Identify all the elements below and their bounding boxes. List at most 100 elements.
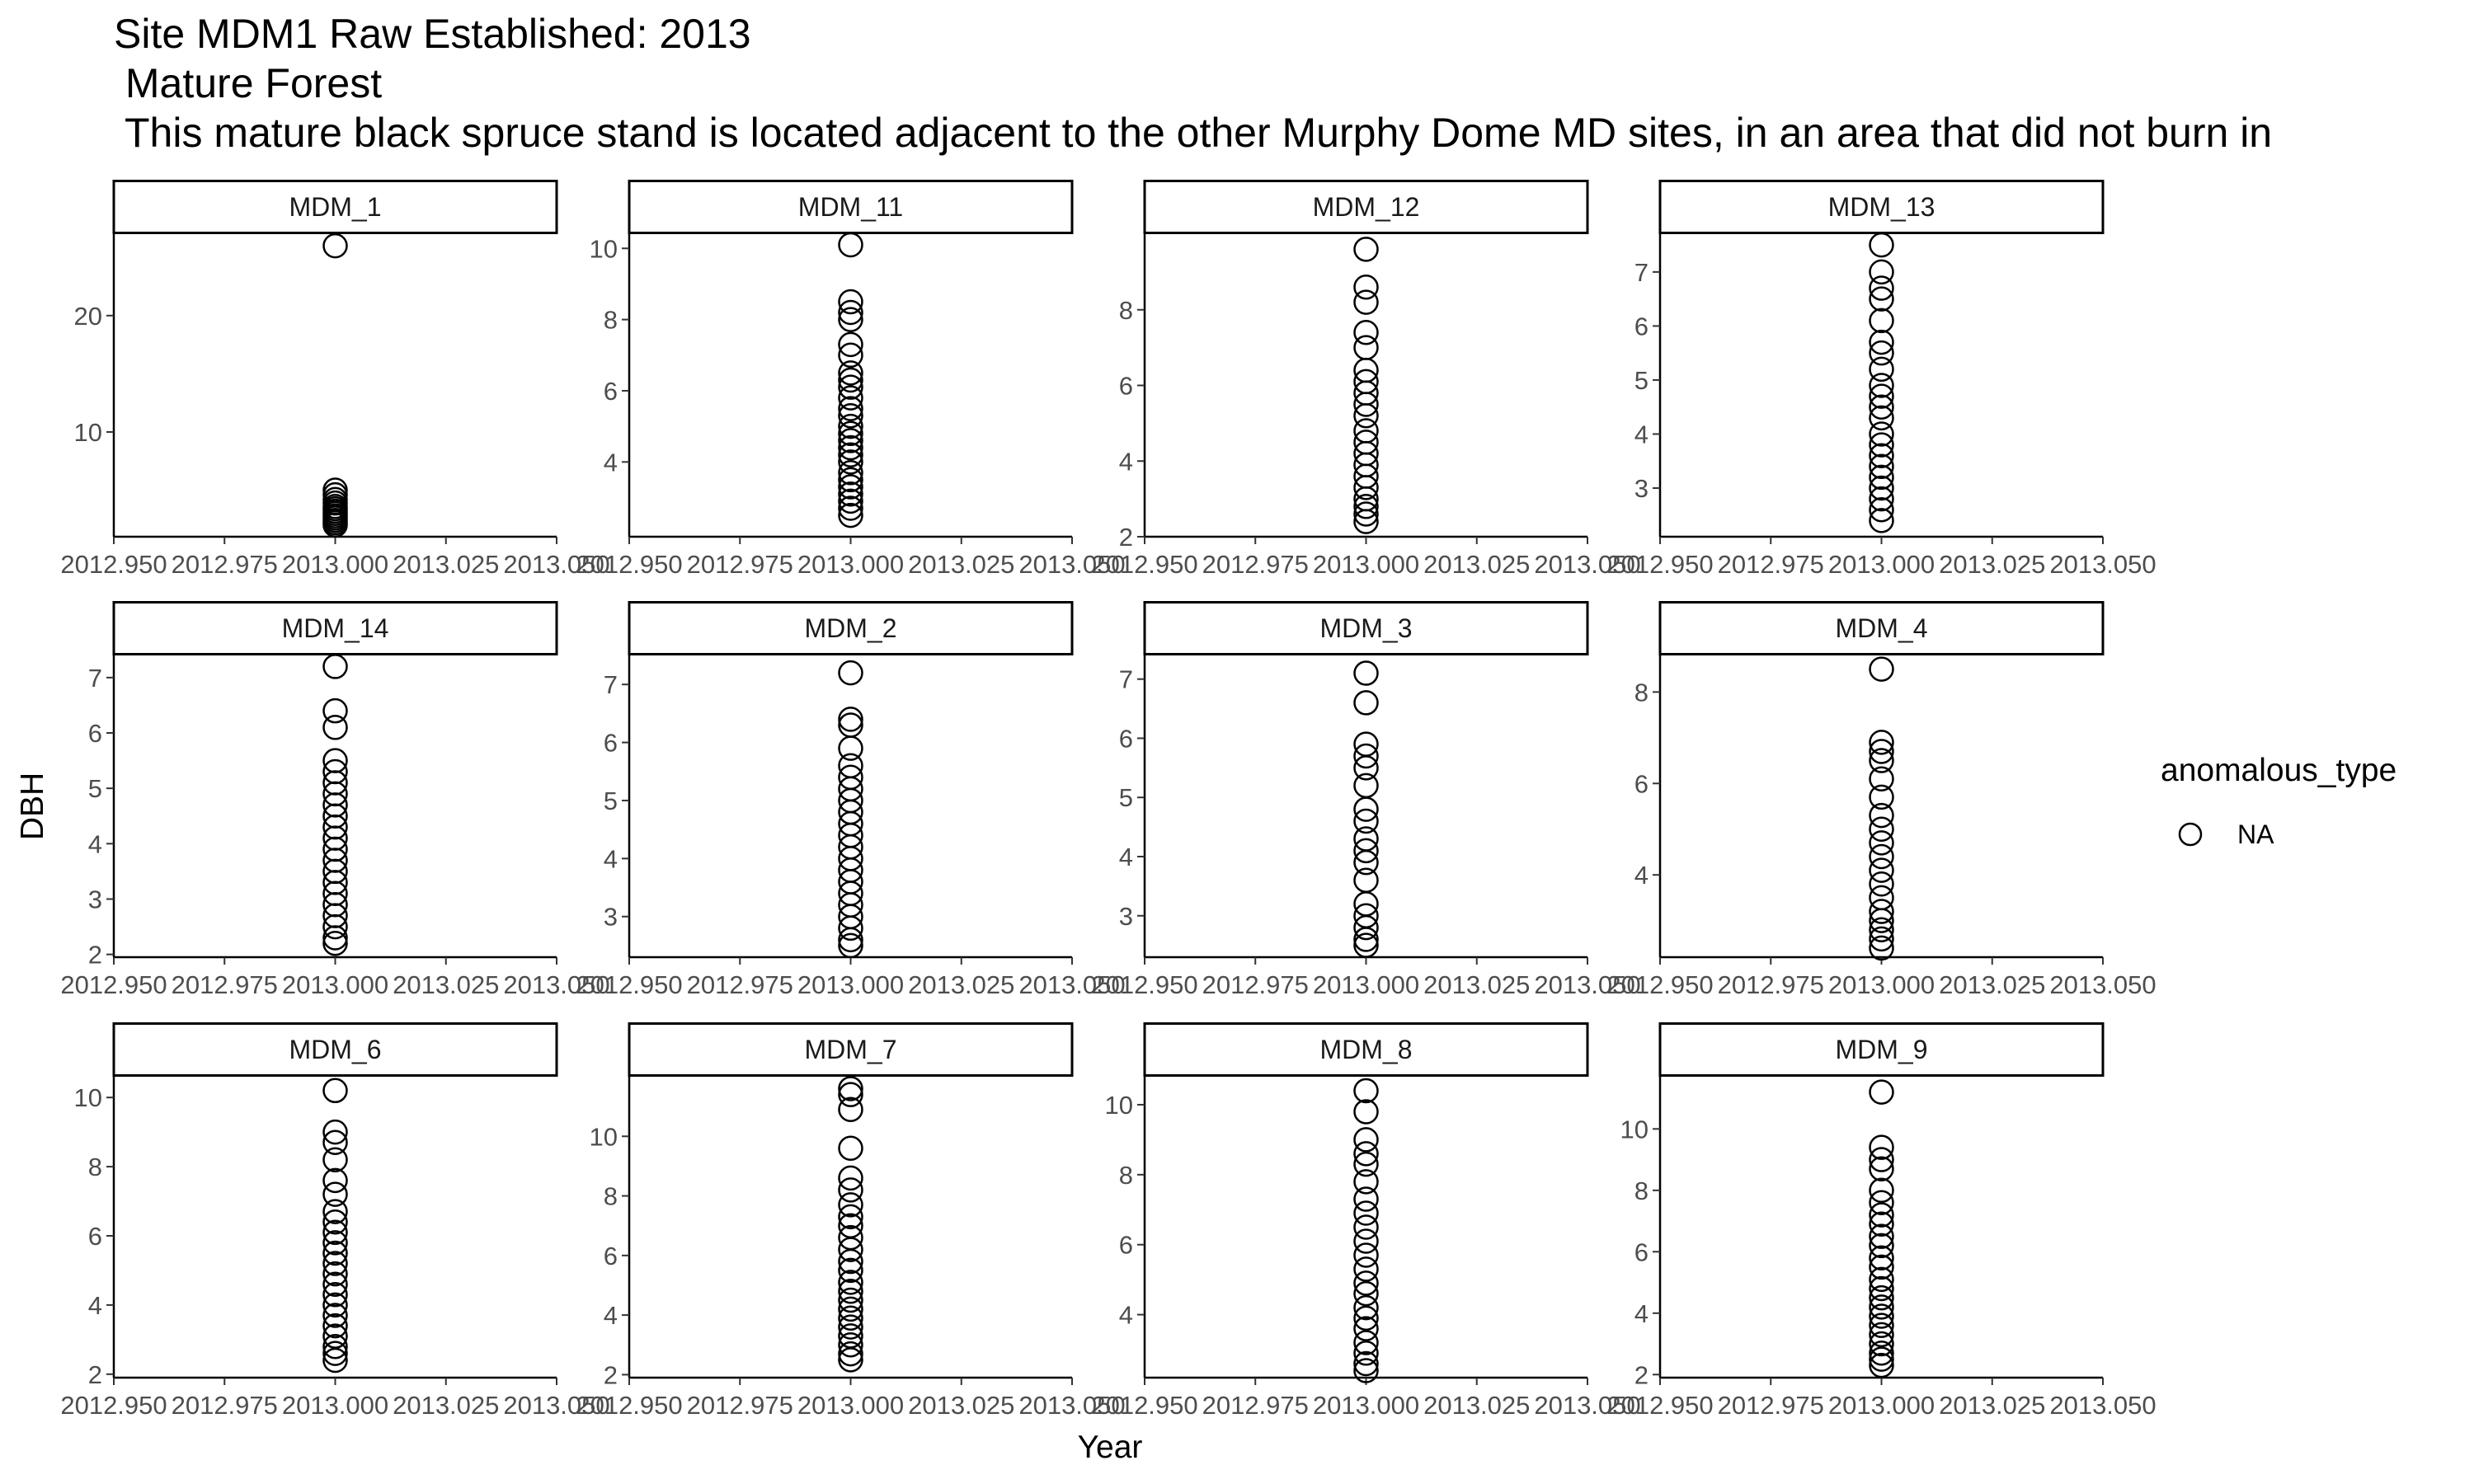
data-point	[322, 925, 348, 951]
data-point	[838, 1314, 863, 1340]
facet-strip-label: MDM_13	[1828, 192, 1935, 222]
facet-strip-label: MDM_6	[289, 1035, 381, 1064]
data-point	[838, 927, 863, 953]
facet-strip	[628, 601, 1074, 655]
x-tick-label: 2012.975	[172, 550, 278, 579]
data-point	[838, 1204, 863, 1230]
y-tick-label: 7	[604, 670, 618, 699]
data-point	[1353, 1256, 1379, 1282]
data-point	[1353, 1127, 1379, 1153]
data-point	[1869, 899, 1894, 924]
data-point	[1869, 843, 1894, 870]
data-point	[1869, 656, 1894, 682]
data-point	[1353, 1200, 1379, 1226]
y-tick-label: 10	[590, 234, 618, 263]
data-point	[838, 474, 863, 500]
y-tick-label: 6	[1119, 1231, 1133, 1260]
x-tick-label: 2013.050	[1534, 550, 1640, 579]
y-tick-label: 3	[88, 885, 102, 913]
data-point	[1353, 274, 1379, 300]
data-point	[1869, 275, 1894, 301]
data-point	[838, 1082, 863, 1107]
x-tick-label: 2012.975	[1718, 970, 1824, 999]
data-point	[1353, 1294, 1379, 1321]
data-point	[838, 385, 863, 411]
data-point	[322, 1199, 348, 1224]
data-point	[838, 707, 863, 732]
data-point	[838, 396, 863, 421]
y-tick-label: 2	[88, 941, 102, 970]
data-point	[1353, 1214, 1379, 1240]
data-point	[838, 367, 863, 393]
y-tick-label: 7	[1634, 258, 1649, 287]
data-point	[838, 488, 863, 514]
data-point	[838, 1287, 863, 1313]
x-tick-label: 2012.950	[576, 550, 682, 579]
x-tick-label: 2013.000	[1828, 970, 1935, 999]
y-tick-label: 6	[88, 719, 102, 748]
facet-strip	[112, 180, 558, 234]
facet-panel-mdm-4: MDM_4 4 6 8 2012.950 2012.975 2013.000 2013.025…	[1606, 601, 2157, 999]
data-point	[1353, 808, 1379, 834]
data-point	[322, 1129, 348, 1155]
y-tick-label: 4	[604, 844, 618, 873]
x-tick-label: 2013.025	[1423, 1391, 1530, 1420]
x-tick-label: 2013.025	[393, 1391, 499, 1420]
facet-strip-label: MDM_1	[289, 192, 381, 222]
legend: anomalous_type NA	[2161, 753, 2396, 849]
data-point	[838, 428, 863, 453]
x-tick-label: 2012.950	[576, 970, 682, 999]
x-tick-label: 2012.950	[1606, 970, 1713, 999]
data-point	[1869, 508, 1894, 533]
x-tick-label: 2013.050	[1534, 1391, 1640, 1420]
x-tick-label: 2013.000	[1313, 550, 1419, 579]
data-point	[838, 442, 863, 467]
data-point	[1869, 432, 1894, 458]
data-point	[322, 1147, 348, 1172]
data-point	[838, 467, 863, 493]
x-tick-label: 2013.025	[908, 550, 1014, 579]
facet-strip	[1143, 601, 1589, 655]
data-point	[322, 1261, 348, 1287]
data-point	[1353, 494, 1379, 519]
data-point	[1869, 1313, 1894, 1338]
y-tick-label: 20	[74, 302, 102, 331]
y-tick-label: 6	[604, 1242, 618, 1270]
y-tick-label: 4	[1634, 861, 1649, 890]
data-point	[322, 1347, 348, 1374]
data-point	[838, 449, 863, 475]
y-tick-label: 8	[604, 306, 618, 335]
data-point	[1353, 932, 1379, 958]
data-point	[322, 1251, 348, 1276]
x-tick-label: 2013.050	[1018, 970, 1125, 999]
data-point	[1869, 340, 1894, 366]
x-tick-label: 2013.025	[1939, 970, 2045, 999]
y-tick-label: 7	[1119, 665, 1133, 694]
data-point	[838, 502, 863, 528]
x-tick-label: 2012.950	[1606, 550, 1713, 579]
data-point	[838, 481, 863, 507]
data-point	[1353, 867, 1379, 893]
data-point	[1869, 232, 1894, 258]
data-point	[838, 712, 863, 738]
data-point	[1353, 475, 1379, 500]
data-point	[1353, 335, 1379, 360]
x-tick-label: 2013.000	[282, 550, 388, 579]
data-point	[1869, 748, 1894, 773]
x-tick-label: 2013.000	[797, 1391, 904, 1420]
x-tick-label: 2013.025	[1423, 550, 1530, 579]
chart-title-line-1: Site MDM1 Raw Established: 2013	[114, 11, 751, 57]
data-point	[1353, 1270, 1379, 1296]
data-point	[1869, 739, 1894, 764]
data-point	[1869, 443, 1894, 468]
data-point	[1353, 237, 1379, 262]
data-point	[322, 1240, 348, 1266]
data-point	[1353, 1316, 1379, 1341]
facet-strip	[628, 1022, 1074, 1077]
data-point	[1869, 1303, 1894, 1329]
